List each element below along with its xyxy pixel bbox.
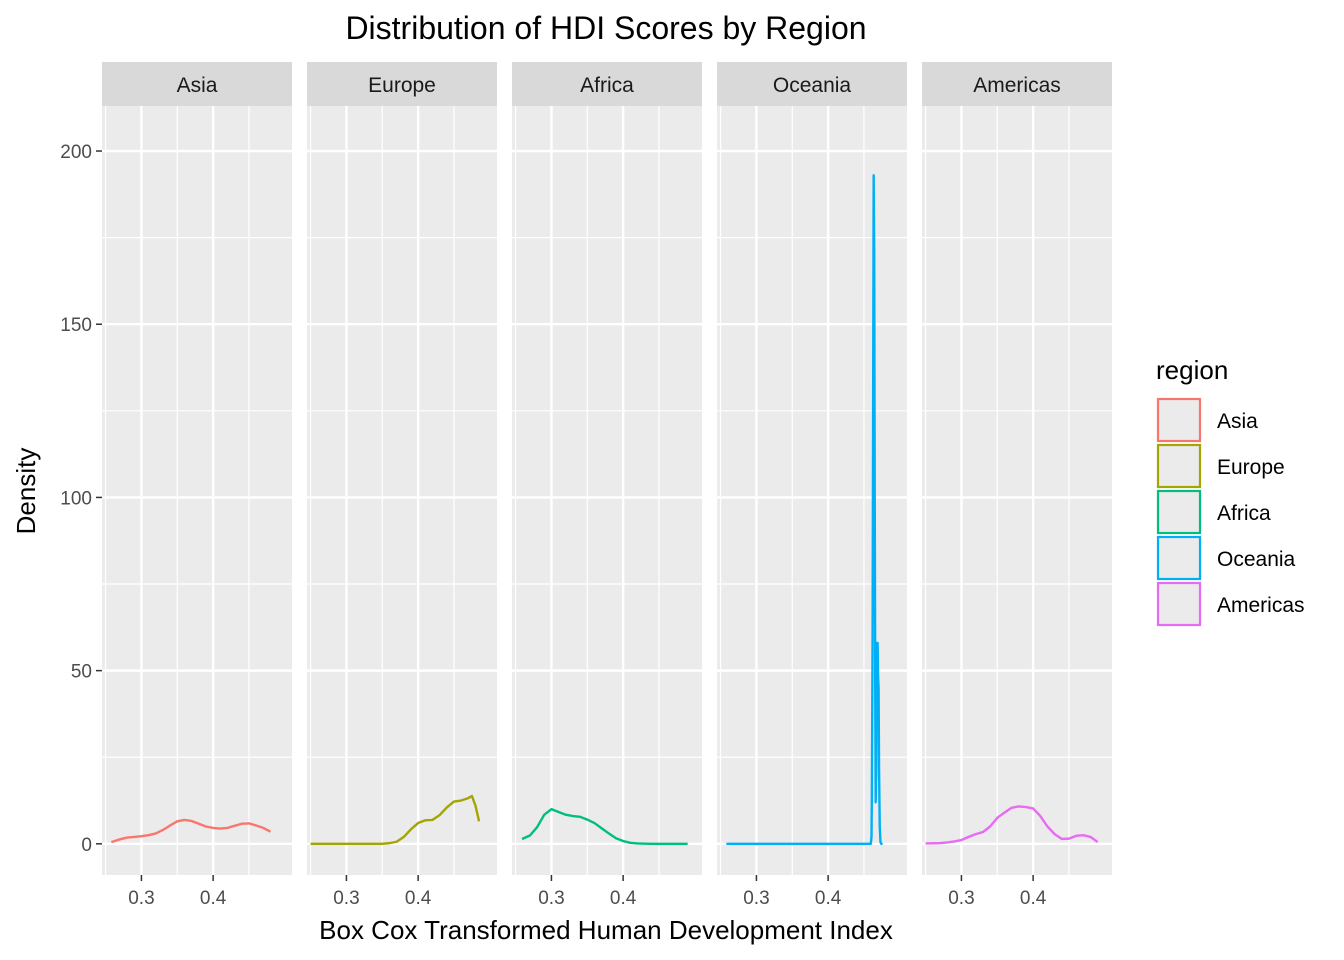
facet-strip	[512, 62, 702, 106]
facet-africa: Africa 0.3 0.4	[512, 62, 702, 909]
facet-strip	[922, 62, 1112, 106]
legend-label: Americas	[1217, 594, 1305, 617]
panel-background	[307, 106, 497, 875]
y-tick-label: 200	[60, 142, 92, 163]
y-tick-label: 50	[71, 662, 92, 683]
legend: region Asia Europe Africa Oceania Americas	[1156, 355, 1305, 627]
chart-title: Distribution of HDI Scores by Region	[345, 10, 866, 46]
facet-strip	[717, 62, 907, 106]
legend-key	[1156, 489, 1202, 535]
x-tick-label: 0.3	[128, 888, 154, 909]
facet-strip	[307, 62, 497, 106]
legend-key	[1156, 535, 1202, 581]
x-tick-label: 0.3	[743, 888, 769, 909]
legend-item-americas: Americas	[1156, 581, 1305, 627]
legend-key	[1156, 443, 1202, 489]
facet-strip-label: Asia	[177, 74, 218, 97]
panel-background	[102, 106, 292, 875]
x-tick-label: 0.3	[538, 888, 564, 909]
panel-background	[512, 106, 702, 875]
y-tick-label: 100	[60, 488, 92, 509]
x-tick-label: 0.4	[405, 888, 432, 909]
facet-europe: Europe 0.3 0.4	[307, 62, 497, 909]
legend-item-oceania: Oceania	[1156, 535, 1296, 581]
legend-item-africa: Africa	[1156, 489, 1271, 535]
x-tick-label: 0.3	[333, 888, 359, 909]
facet-strip	[102, 62, 292, 106]
facet-oceania: Oceania 0.3 0.4	[717, 62, 907, 909]
facet-asia: Asia 0.3 0.4	[102, 62, 292, 909]
legend-key	[1156, 397, 1202, 443]
x-axis-title: Box Cox Transformed Human Development In…	[319, 915, 893, 945]
facet-strip-label: Africa	[580, 74, 634, 97]
density-curve-oceania	[726, 174, 884, 846]
y-axis: 0 50 100 150 200	[60, 142, 102, 856]
legend-label: Africa	[1217, 502, 1271, 525]
legend-label: Asia	[1217, 410, 1258, 433]
legend-label: Oceania	[1217, 548, 1296, 571]
density-curve-asia	[110, 818, 272, 844]
y-tick-label: 150	[60, 315, 92, 336]
legend-title: region	[1156, 355, 1228, 385]
facet-americas: Americas 0.3 0.4	[922, 62, 1112, 909]
legend-item-europe: Europe	[1156, 443, 1285, 489]
x-tick-label: 0.4	[815, 888, 842, 909]
density-curve-americas	[925, 805, 1099, 845]
x-tick-label: 0.4	[610, 888, 637, 909]
panel-background	[922, 106, 1112, 875]
density-curve-europe	[310, 794, 481, 846]
x-tick-label: 0.3	[948, 888, 974, 909]
legend-key	[1156, 581, 1202, 627]
x-tick-label: 0.4	[1020, 888, 1047, 909]
legend-item-asia: Asia	[1156, 397, 1258, 443]
facet-strip-label: Oceania	[773, 74, 852, 97]
y-axis-title: Density	[11, 448, 41, 535]
density-curve-africa	[521, 807, 688, 846]
legend-label: Europe	[1217, 456, 1285, 479]
facet-strip-label: Americas	[973, 74, 1061, 97]
x-tick-label: 0.4	[200, 888, 227, 909]
y-tick-label: 0	[81, 835, 92, 856]
facet-strip-label: Europe	[368, 74, 436, 97]
